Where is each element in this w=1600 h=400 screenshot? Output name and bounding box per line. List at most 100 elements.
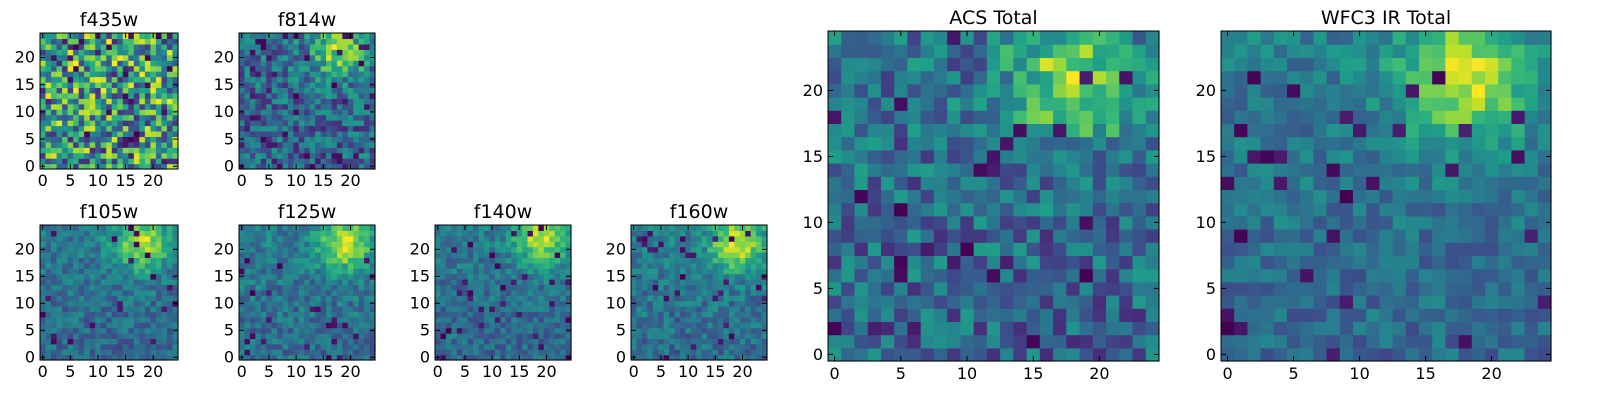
heatmap-cell (685, 273, 692, 280)
heatmap-cell (320, 241, 327, 248)
heatmap-cell (1273, 176, 1288, 190)
heatmap-cell (161, 279, 168, 285)
heatmap-cell (1026, 334, 1041, 349)
heatmap-cell (353, 141, 360, 148)
heatmap-cell (1000, 255, 1014, 270)
heatmap-cell (342, 257, 349, 264)
heatmap-cell (342, 300, 349, 307)
heatmap-cell (527, 241, 534, 248)
heatmap-cell (304, 33, 311, 40)
heatmap-cell (342, 327, 349, 334)
heatmap-cell (320, 43, 327, 50)
heatmap-cell (647, 273, 654, 280)
heatmap-cell (707, 338, 714, 345)
heatmap-cell (304, 225, 311, 231)
heatmap-cell (277, 349, 284, 356)
heatmap-cell (347, 92, 354, 99)
heatmap-cell (1092, 268, 1107, 283)
panel-title: f160w (670, 201, 729, 223)
heatmap-cell (1405, 347, 1420, 362)
heatmap-cell (249, 295, 256, 302)
heatmap-cell (867, 83, 882, 98)
heatmap-cell (45, 49, 52, 56)
heatmap-cell (435, 257, 442, 264)
heatmap-cell (358, 152, 365, 159)
heatmap-cell (947, 268, 961, 283)
heatmap-cell (663, 289, 670, 296)
heatmap-cell (1247, 308, 1262, 322)
heatmap-cell (723, 268, 730, 275)
heatmap-cell (95, 60, 102, 67)
heatmap-cell (150, 241, 157, 248)
heatmap-cell (554, 349, 561, 356)
heatmap-cell (451, 262, 458, 269)
heatmap-cell (701, 354, 708, 361)
heatmap-cell (739, 316, 746, 323)
heatmap-cell (880, 347, 895, 362)
heatmap-cell (287, 43, 294, 50)
heatmap-cell (631, 257, 638, 264)
heatmap-cell (960, 163, 975, 177)
heatmap-cell (133, 141, 140, 148)
heatmap-cell (647, 225, 654, 231)
heatmap-cell (750, 284, 757, 291)
heatmap-cells-wfc3-ir-total (1221, 31, 1552, 362)
heatmap-cell (734, 354, 741, 361)
heatmap-cell (712, 279, 719, 285)
heatmap-cell (117, 92, 124, 99)
heatmap-cell (1132, 215, 1147, 230)
heatmap-cell (532, 252, 539, 258)
heatmap-cell (652, 289, 659, 296)
heatmap-cell (304, 81, 311, 88)
heatmap-cell (73, 130, 80, 137)
heatmap-cell (100, 230, 107, 237)
heatmap-cell (674, 295, 681, 302)
heatmap-cell (95, 327, 102, 334)
heatmap-cell (304, 316, 311, 323)
heatmap-cell (282, 252, 289, 258)
heatmap-cell (304, 295, 311, 302)
heatmap-cell (1458, 347, 1473, 362)
heatmap-cell (45, 311, 52, 318)
heatmap-cell (117, 87, 124, 94)
heatmap-cell (45, 246, 52, 253)
heatmap-cell (880, 281, 895, 296)
heatmap-cell (1247, 321, 1262, 336)
heatmap-cell (1498, 189, 1512, 204)
heatmap-cell (304, 71, 311, 78)
heatmap-cell (111, 158, 118, 165)
heatmap-cell (907, 281, 922, 296)
heatmap-cell (494, 316, 501, 323)
heatmap-cell (111, 241, 118, 248)
heatmap-cell (1287, 255, 1301, 270)
heatmap-cell (739, 262, 746, 269)
heatmap-cell (696, 241, 703, 248)
heatmap-cell (73, 158, 80, 165)
heatmap-cell (505, 311, 512, 318)
heatmap-cell (255, 65, 262, 72)
heatmap-cell (1273, 295, 1288, 309)
heatmap-cell (298, 235, 305, 242)
heatmap-cell (155, 54, 163, 61)
heatmap-cell (56, 147, 63, 154)
heatmap-cell (565, 252, 572, 258)
heatmap-cell (1326, 347, 1341, 362)
heatmap-cell (155, 343, 163, 350)
heatmap-cell (745, 306, 752, 312)
heatmap-cell (239, 289, 246, 296)
heatmap-cell (828, 163, 842, 177)
heatmap-cell (298, 279, 305, 285)
heatmap-cell (1092, 44, 1107, 58)
heatmap-cell (249, 163, 256, 170)
heatmap-cell (1339, 308, 1354, 322)
heatmap-cell (1366, 202, 1380, 217)
heatmap-cell (166, 163, 174, 170)
heatmap-cell (122, 289, 129, 296)
heatmap-cell (106, 295, 113, 302)
heatmap-cell (369, 225, 376, 231)
heatmap-cell (1537, 163, 1552, 177)
heatmap-cell (723, 273, 730, 280)
heatmap-cell (745, 225, 752, 231)
heatmap-cell (631, 338, 638, 345)
